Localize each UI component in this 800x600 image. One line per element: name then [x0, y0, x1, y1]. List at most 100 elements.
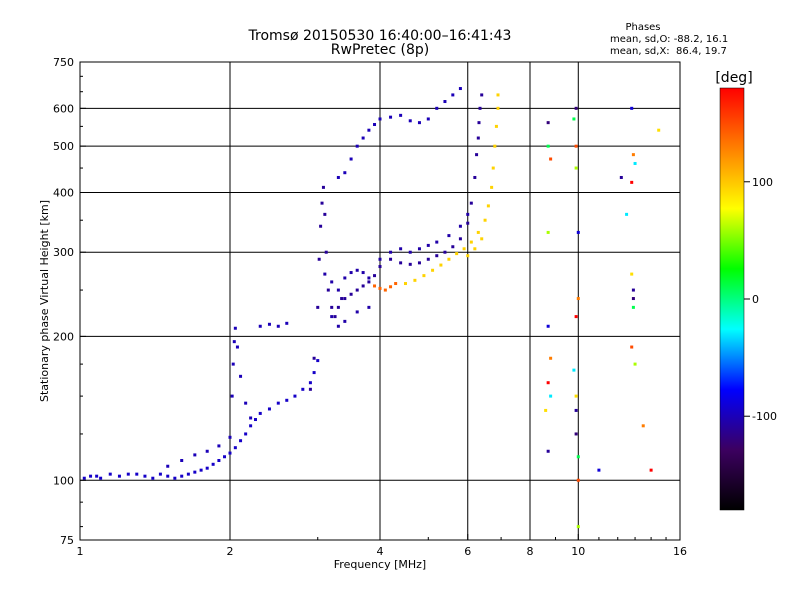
data-point [323, 212, 327, 216]
data-point [574, 106, 578, 110]
data-point [408, 119, 412, 123]
data-point [572, 368, 576, 372]
data-point [630, 272, 634, 276]
data-point [285, 398, 289, 402]
data-point [496, 93, 500, 97]
data-point [321, 185, 325, 189]
stats-title: Phases [625, 22, 660, 33]
data-point [443, 250, 447, 254]
data-point [378, 117, 382, 121]
data-point [312, 356, 316, 360]
y-axis-label: Stationary phase Virtual Height [km] [38, 200, 51, 402]
data-point [431, 268, 435, 272]
data-point [320, 201, 324, 205]
data-point [546, 324, 550, 328]
data-point [336, 305, 340, 309]
data-point [378, 265, 382, 269]
data-point [473, 175, 477, 179]
data-point [193, 453, 197, 457]
data-point [211, 462, 215, 466]
data-point [631, 305, 635, 309]
y-axis: 75 100 200 300 400 500 600 750 [53, 56, 86, 547]
data-point [625, 212, 629, 216]
data-point [447, 257, 451, 261]
data-point [355, 144, 359, 148]
data-point [466, 212, 470, 216]
data-point [546, 144, 550, 148]
data-point [426, 243, 430, 247]
data-point [490, 185, 494, 189]
data-point [426, 117, 430, 121]
data-point [361, 271, 365, 275]
data-point [493, 144, 497, 148]
data-point [447, 234, 451, 238]
colorbar-ticks: 100 0 -100 [744, 176, 777, 423]
data-point [317, 257, 321, 261]
y-tick-label: 500 [53, 140, 74, 153]
data-point [574, 315, 578, 319]
data-point [469, 201, 473, 205]
data-point [355, 288, 359, 292]
x-tick-label: 8 [527, 545, 534, 558]
data-point [478, 106, 482, 110]
y-tick-label: 75 [60, 534, 74, 547]
data-point [223, 455, 227, 459]
data-point [340, 297, 344, 301]
data-point [108, 472, 112, 476]
data-point [630, 106, 634, 110]
data-point [476, 230, 480, 234]
data-point [326, 288, 330, 292]
data-point [549, 157, 553, 161]
data-point [389, 257, 393, 261]
data-point [451, 93, 455, 97]
data-point [619, 175, 623, 179]
data-point [389, 285, 393, 289]
data-point [435, 106, 439, 110]
data-point [233, 326, 237, 330]
data-point [258, 411, 262, 415]
data-point [417, 121, 421, 125]
data-point [151, 476, 155, 480]
data-point [330, 280, 334, 284]
data-point [228, 435, 232, 439]
x-tick-label: 2 [227, 545, 234, 558]
data-point [301, 387, 305, 391]
data-point [336, 175, 340, 179]
y-tick-label: 600 [53, 102, 74, 115]
data-point [330, 305, 334, 309]
data-point [316, 359, 320, 363]
data-point [143, 474, 147, 478]
data-point [574, 432, 578, 436]
data-point [367, 280, 371, 284]
data-point [343, 276, 347, 280]
data-point [349, 292, 353, 296]
data-point [231, 362, 235, 366]
data-point [435, 254, 439, 258]
grid-layer [80, 62, 680, 540]
data-point [576, 478, 580, 482]
data-point [455, 252, 459, 256]
data-point [630, 345, 634, 349]
data-point [572, 117, 576, 121]
colorbar-unit: [deg] [715, 70, 752, 86]
data-point [631, 288, 635, 292]
data-point [249, 416, 253, 420]
data-point [491, 166, 495, 170]
data-point [89, 474, 93, 478]
data-point [574, 394, 578, 398]
data-point [630, 180, 634, 184]
data-point [135, 472, 139, 476]
data-point [336, 288, 340, 292]
data-point [549, 356, 553, 360]
colorbar [719, 87, 745, 511]
data-point [312, 371, 316, 375]
data-point [349, 157, 353, 161]
data-point [466, 254, 470, 258]
data-point [383, 288, 387, 292]
data-point [267, 322, 271, 326]
data-point [546, 121, 550, 125]
data-point [180, 474, 184, 478]
data-point [239, 374, 243, 378]
data-point [276, 401, 280, 405]
data-point [378, 257, 382, 261]
